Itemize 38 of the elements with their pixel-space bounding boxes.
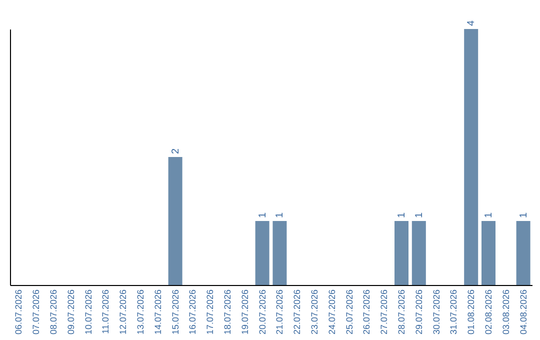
x-tick-label: 07.07.2026: [31, 290, 42, 335]
x-tick-label: 08.07.2026: [48, 290, 58, 335]
x-tick-label: 04.08.2026: [518, 290, 528, 335]
x-tick-label: 06.07.2026: [14, 290, 24, 335]
x-tick-label: 13.07.2026: [136, 290, 146, 335]
x-tick-label: 14.07.2026: [152, 290, 163, 335]
x-tick-label: 28.07.2026: [396, 290, 406, 335]
x-tick-label: 02.08.2026: [484, 290, 494, 335]
data-label: 2: [170, 148, 182, 154]
data-label: 1: [274, 212, 286, 218]
x-tick-label: 11.07.2026: [100, 290, 111, 334]
data-label: 4: [466, 20, 478, 26]
data-label: 1: [484, 212, 494, 218]
x-tick-label: 17.07.2026: [205, 290, 216, 335]
data-label: 1: [257, 212, 268, 218]
x-tick-label: 30.07.2026: [431, 290, 442, 335]
x-tick-label: 19.07.2026: [240, 290, 250, 335]
x-tick-label: 18.07.2026: [222, 290, 232, 335]
x-tick-label: 25.07.2026: [344, 290, 354, 335]
x-tick-label: 24.07.2026: [326, 290, 337, 335]
x-tick-label: 01.08.2026: [466, 290, 476, 335]
x-tick-label: 16.07.2026: [188, 290, 198, 335]
x-tick-label: 22.07.2026: [292, 290, 302, 335]
x-tick-label: 26.07.2026: [362, 290, 372, 335]
x-tick-label: 20.07.2026: [257, 290, 268, 335]
x-tick-label: 03.08.2026: [500, 290, 511, 335]
x-tick-label: 31.07.2026: [448, 290, 459, 335]
x-tick-label: 27.07.2026: [379, 290, 390, 335]
x-tick-label: 21.07.2026: [274, 290, 285, 335]
x-tick-label: 29.07.2026: [414, 290, 424, 335]
data-label: 1: [396, 212, 408, 218]
x-tick-label: 12.07.2026: [118, 290, 128, 335]
data-label: 1: [414, 212, 425, 218]
x-tick-label: 15.07.2026: [170, 290, 180, 335]
x-tick-label: 10.07.2026: [83, 290, 94, 335]
x-tick-label: 23.07.2026: [310, 290, 320, 335]
x-tick-label: 09.07.2026: [66, 290, 76, 335]
data-label: 1: [518, 212, 530, 218]
